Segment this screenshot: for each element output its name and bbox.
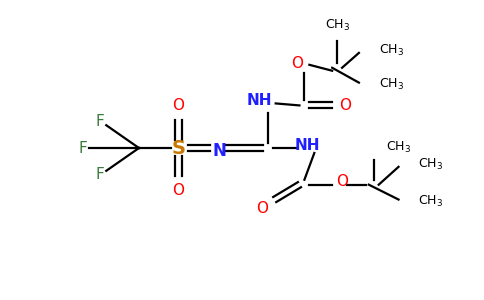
- Text: F: F: [96, 167, 105, 182]
- Text: CH$_3$: CH$_3$: [325, 18, 349, 33]
- Text: CH$_3$: CH$_3$: [378, 77, 404, 92]
- Text: O: O: [173, 183, 184, 198]
- Text: F: F: [78, 140, 87, 155]
- Text: O: O: [256, 201, 268, 216]
- Text: CH$_3$: CH$_3$: [418, 157, 443, 172]
- Text: O: O: [336, 174, 348, 189]
- Text: O: O: [291, 56, 303, 71]
- Text: F: F: [96, 114, 105, 129]
- Text: O: O: [339, 98, 351, 113]
- Text: NH: NH: [295, 137, 320, 152]
- Text: S: S: [172, 139, 185, 158]
- Text: O: O: [173, 98, 184, 113]
- Text: CH$_3$: CH$_3$: [386, 140, 411, 154]
- Text: CH$_3$: CH$_3$: [378, 44, 404, 59]
- Text: NH: NH: [247, 93, 272, 108]
- Text: N: N: [212, 142, 226, 160]
- Text: CH$_3$: CH$_3$: [418, 194, 443, 209]
